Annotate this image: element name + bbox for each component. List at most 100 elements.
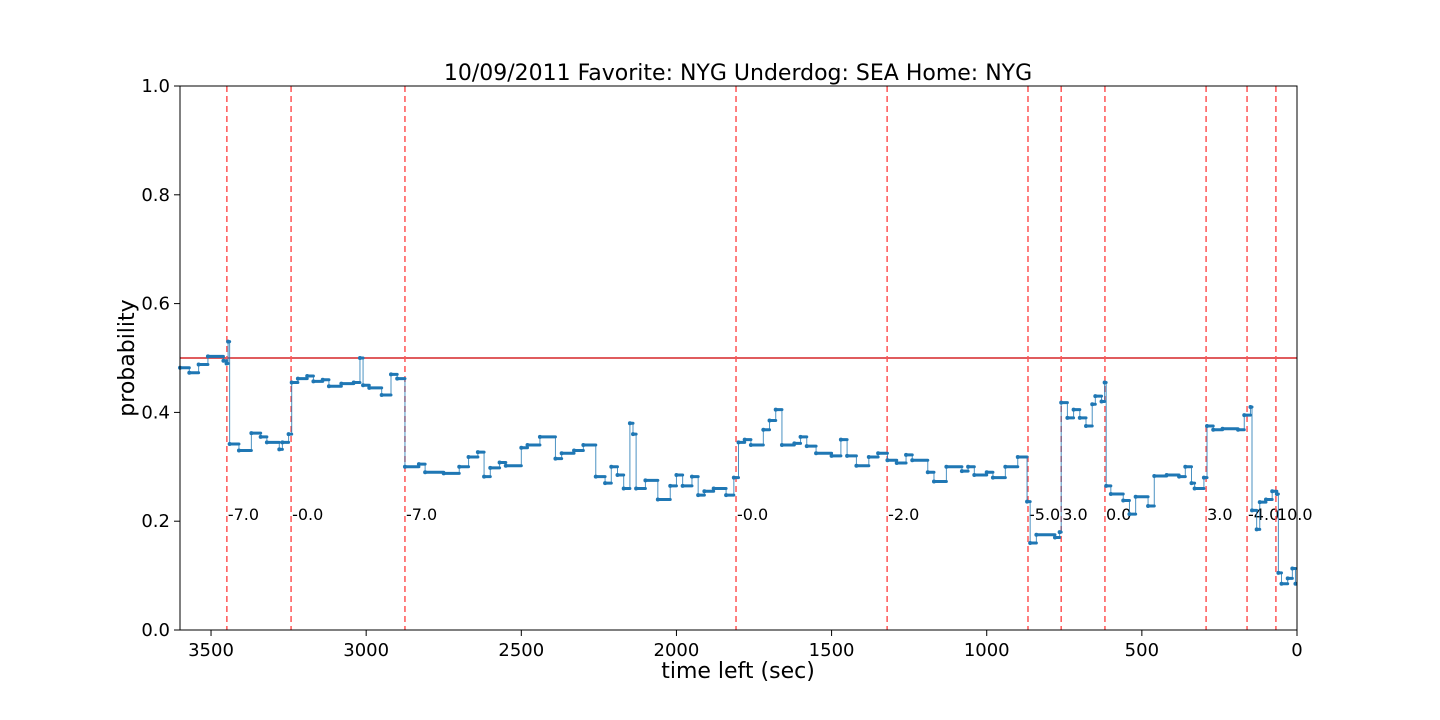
point — [1052, 535, 1057, 540]
point — [497, 460, 502, 465]
point — [264, 440, 269, 445]
point — [320, 377, 325, 382]
point — [277, 447, 282, 452]
point — [1104, 483, 1109, 488]
point — [1276, 570, 1281, 575]
point — [674, 472, 679, 477]
point — [488, 465, 493, 470]
point — [655, 497, 660, 502]
point — [1059, 400, 1064, 405]
point — [1121, 498, 1126, 503]
point — [475, 450, 480, 455]
point — [1015, 455, 1020, 460]
point — [814, 451, 819, 456]
score-label: -7.0 — [406, 505, 437, 524]
point — [876, 451, 881, 456]
point — [423, 470, 428, 475]
point — [1093, 394, 1098, 399]
point — [227, 441, 232, 446]
point — [1189, 481, 1194, 486]
point — [1220, 426, 1225, 431]
point — [1025, 499, 1030, 504]
point — [1192, 486, 1197, 491]
score-label: -4.0 — [1248, 505, 1279, 524]
point — [696, 493, 701, 498]
point — [226, 339, 231, 344]
point — [966, 464, 971, 469]
point — [286, 432, 291, 437]
point — [466, 455, 471, 460]
point — [1034, 532, 1039, 537]
point — [361, 383, 366, 388]
score-label: -2.0 — [888, 505, 919, 524]
point — [525, 443, 530, 448]
point — [931, 479, 936, 484]
point — [838, 437, 843, 442]
point — [990, 475, 995, 480]
point — [668, 483, 673, 488]
point — [258, 434, 263, 439]
point — [804, 444, 809, 449]
point — [885, 458, 890, 463]
x-axis-label: time left (sec) — [661, 659, 815, 684]
point — [1003, 464, 1008, 469]
score-label: -0.0 — [292, 505, 323, 524]
score-label: -7.0 — [228, 505, 259, 524]
x-tick-label: 2500 — [498, 640, 544, 661]
y-tick-label: 0.2 — [141, 511, 170, 532]
x-tick-label: 1500 — [809, 640, 855, 661]
point — [925, 470, 930, 475]
point — [904, 452, 909, 457]
point — [1211, 427, 1216, 432]
x-tick-label: 1000 — [964, 640, 1010, 661]
point — [1201, 475, 1206, 480]
point — [593, 474, 598, 479]
point — [295, 376, 300, 381]
point — [1028, 540, 1033, 545]
x-tick-label: 2000 — [654, 640, 700, 661]
plot-frame — [179, 85, 1298, 631]
point — [609, 464, 614, 469]
point — [1102, 380, 1107, 385]
point — [1133, 494, 1138, 499]
point — [1065, 415, 1070, 420]
point — [482, 474, 487, 479]
point — [631, 432, 636, 437]
point — [1263, 497, 1268, 502]
point — [1279, 581, 1284, 586]
point — [910, 458, 915, 463]
point — [572, 448, 577, 453]
point — [311, 379, 316, 384]
point — [416, 462, 421, 467]
point — [1084, 424, 1089, 428]
point — [845, 453, 850, 458]
point — [731, 475, 736, 480]
point — [388, 372, 393, 377]
point — [761, 427, 766, 432]
point — [339, 381, 344, 386]
point — [1254, 527, 1259, 532]
point — [972, 472, 977, 477]
point — [559, 451, 564, 456]
point — [1108, 492, 1113, 496]
point — [205, 354, 210, 359]
x-tick-label: 3500 — [188, 640, 234, 661]
point — [798, 434, 803, 439]
point — [621, 486, 626, 491]
point — [305, 373, 310, 378]
point — [326, 384, 331, 389]
x-tick-label: 500 — [1125, 640, 1159, 661]
point — [767, 418, 772, 423]
y-axis-label: probability — [115, 299, 140, 416]
point — [187, 370, 192, 375]
point — [1257, 500, 1262, 505]
point — [1099, 399, 1104, 404]
point — [603, 481, 608, 486]
point — [289, 380, 294, 385]
point — [702, 489, 707, 494]
x-tick-label: 0 — [1291, 640, 1302, 661]
point — [1250, 508, 1255, 513]
point — [724, 493, 729, 498]
point — [829, 453, 834, 458]
